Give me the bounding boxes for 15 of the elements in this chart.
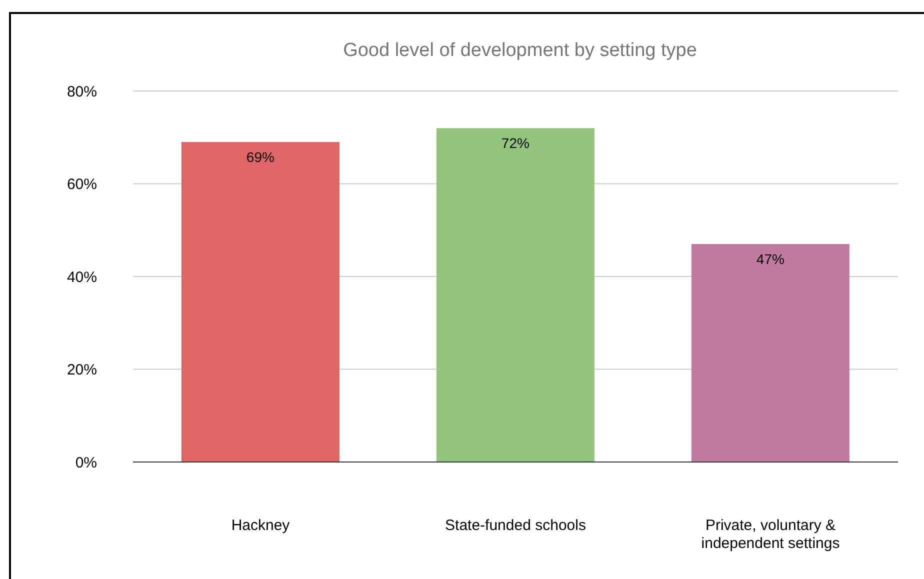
- bar: [436, 128, 594, 462]
- y-tick-label: 20%: [66, 362, 97, 379]
- data-label: 69%: [246, 149, 274, 166]
- data-label: 72%: [501, 135, 530, 152]
- x-tick-label: State-funded schools: [445, 517, 586, 534]
- x-tick-label: Private, voluntary & independent settings: [701, 517, 840, 552]
- y-tick-label: 60%: [66, 176, 97, 194]
- y-tick-label: 40%: [66, 268, 97, 286]
- x-tick-label: Hackney: [231, 517, 290, 534]
- data-label: 47%: [756, 251, 784, 268]
- chart-title: Good level of development by setting type: [342, 40, 698, 62]
- y-tick-label: 80%: [66, 83, 97, 100]
- bar: [691, 244, 850, 462]
- bar: [181, 142, 340, 462]
- y-tick-label: 0%: [75, 454, 97, 472]
